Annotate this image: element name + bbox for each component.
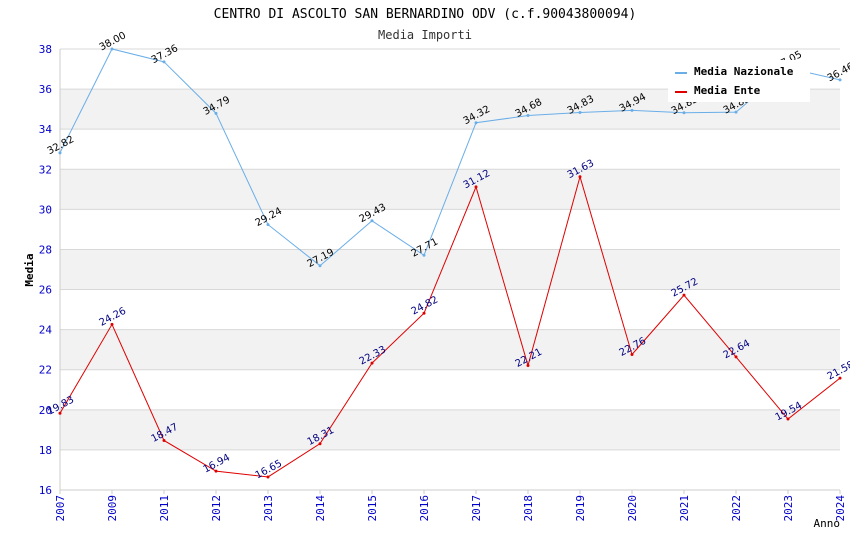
data-point [370, 361, 374, 365]
chart-title: CENTRO DI ASCOLTO SAN BERNARDINO ODV (c.… [214, 7, 637, 22]
legend-box [668, 60, 810, 102]
y-tick-label: 24 [39, 324, 53, 337]
x-tick-label: 2011 [158, 495, 171, 522]
data-point [162, 438, 166, 442]
data-point [318, 442, 322, 446]
data-point [58, 411, 62, 415]
legend: Media Nazionale Media Ente [668, 60, 810, 102]
y-tick-label: 22 [39, 364, 52, 377]
y-tick-label: 38 [39, 43, 52, 56]
band [60, 369, 840, 410]
x-tick-label: 2017 [470, 495, 483, 522]
x-tick-label: 2024 [834, 495, 847, 522]
data-point [266, 475, 270, 479]
data-point [422, 253, 426, 257]
data-point [734, 355, 738, 359]
y-tick-label: 18 [39, 444, 52, 457]
x-tick-label: 2021 [678, 495, 691, 522]
y-tick-label: 26 [39, 284, 52, 297]
data-point [162, 60, 166, 64]
data-point [370, 219, 374, 223]
x-axis-title: Anno [814, 517, 841, 530]
x-tick-label: 2016 [418, 495, 431, 522]
data-point [110, 322, 114, 326]
y-axis-title: Media [23, 253, 36, 286]
y-tick-label: 32 [39, 163, 52, 176]
data-point [526, 364, 530, 368]
data-point [474, 121, 478, 125]
band [60, 249, 840, 290]
band [60, 289, 840, 330]
data-point [786, 417, 790, 421]
data-point [578, 175, 582, 179]
data-point [838, 376, 842, 380]
data-point [214, 469, 218, 473]
y-tick-label: 16 [39, 484, 52, 497]
data-point [266, 223, 270, 227]
y-tick-label: 34 [39, 123, 53, 136]
data-point [58, 151, 62, 155]
series-line-ente [59, 174, 841, 478]
y-tick-label: 30 [39, 203, 52, 216]
y-tick-label: 36 [39, 83, 52, 96]
legend-label-nazionale: Media Nazionale [694, 65, 794, 78]
x-tick-label: 2013 [262, 495, 275, 522]
chart-subtitle: Media Importi [378, 28, 472, 42]
background-bands [60, 49, 840, 490]
band [60, 449, 840, 490]
band [60, 409, 840, 450]
x-tick-label: 2015 [366, 495, 379, 522]
data-point [682, 293, 686, 297]
data-point [630, 352, 634, 356]
data-point [578, 111, 582, 115]
band [60, 129, 840, 170]
data-point [318, 264, 322, 268]
x-tick-label: 2014 [314, 495, 327, 522]
data-point [110, 47, 114, 51]
x-tick-label: 2007 [54, 495, 67, 522]
series-lines [58, 47, 842, 479]
x-tick-label: 2019 [574, 495, 587, 522]
data-point [474, 185, 478, 189]
x-tick-label: 2018 [522, 495, 535, 522]
data-point [734, 110, 738, 114]
legend-label-ente: Media Ente [694, 84, 761, 97]
x-tick-label: 2023 [782, 495, 795, 522]
y-tick-label: 28 [39, 243, 52, 256]
data-point [838, 78, 842, 82]
y-tick-labels: 16 18 20 22 24 26 28 30 32 34 36 38 [39, 43, 53, 497]
data-point [526, 114, 530, 118]
x-tick-label: 2020 [626, 495, 639, 522]
series-line-nazionale [59, 48, 841, 267]
y-tick-label: 20 [39, 404, 52, 417]
data-point [422, 311, 426, 315]
band [60, 329, 840, 370]
data-point [214, 111, 218, 115]
data-point [630, 108, 634, 112]
x-tick-labels: 2007 2009 2011 2012 2013 2014 2015 2016 2017 2018… [54, 490, 847, 522]
data-point [682, 111, 686, 115]
x-tick-label: 2022 [730, 495, 743, 522]
x-tick-label: 2009 [106, 495, 119, 522]
x-tick-label: 2012 [210, 495, 223, 522]
band [60, 209, 840, 250]
